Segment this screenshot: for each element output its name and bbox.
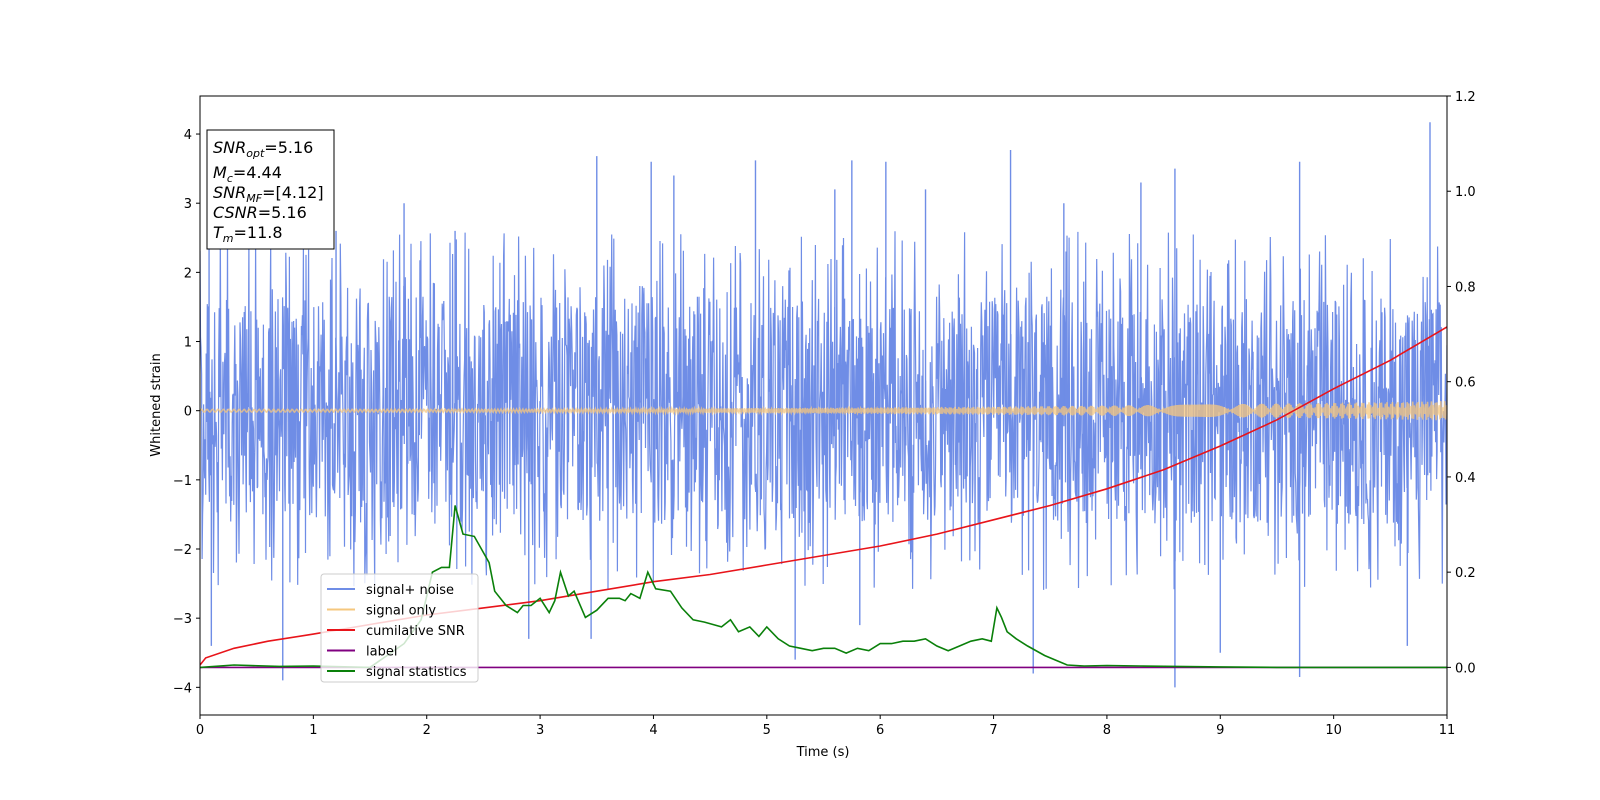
cumilative-snr-series-line (200, 326, 1447, 666)
legend-label-signal-only: signal only (366, 604, 436, 619)
y-axis-label: Whitened strain (149, 353, 164, 456)
y-tick-label-0: 0 (184, 405, 192, 420)
y2-tick-label-0.4: 0.4 (1455, 471, 1476, 486)
info-box-frame (206, 129, 335, 250)
y-tick-label--4: −4 (173, 681, 192, 696)
y-tick-label-3: 3 (184, 197, 192, 212)
x-tick-label-4: 4 (649, 723, 657, 738)
y-tick-label-4: 4 (184, 128, 192, 143)
x-tick-label-10: 10 (1325, 723, 1342, 738)
info-box-line-3: CSNR=5.16 (213, 203, 307, 222)
x-tick-label-8: 8 (1103, 723, 1111, 738)
x-tick-label-3: 3 (536, 723, 544, 738)
plot-series (200, 122, 1447, 688)
plot-frame (199, 95, 1448, 716)
x-tick-label-7: 7 (989, 723, 997, 738)
x-tick-label-0: 0 (196, 723, 204, 738)
x-tick-label-5: 5 (763, 723, 771, 738)
x-tick-label-11: 11 (1439, 723, 1456, 738)
y2-tick-label-0.6: 0.6 (1455, 376, 1476, 391)
info-box: SNRopt=5.16 Mc=4.44SNRMF=[4.12]CSNR=5.16T… (206, 129, 335, 250)
plot-area (200, 122, 1447, 688)
info-box-line-1: Mc=4.44 (213, 163, 282, 185)
y2-tick-label-0.8: 0.8 (1455, 280, 1476, 295)
legend-label-cumilative-snr: cumilative SNR (366, 624, 465, 639)
y-axis-right: 0.0 0.2 0.4 0.6 0.8 1.0 1.2 (1447, 90, 1476, 676)
x-tick-label-2: 2 (423, 723, 431, 738)
y-tick-label-1: 1 (184, 336, 192, 351)
y-tick-label--3: −3 (173, 612, 192, 627)
y-axis-left: −4 −3 −2 −1 0 1 2 3 4 (173, 128, 200, 696)
x-tick-label-6: 6 (876, 723, 884, 738)
info-box-line-4: Tm=11.8 (213, 223, 283, 245)
signal-statistics-series-line (200, 505, 1447, 669)
y2-tick-label-1: 1.0 (1455, 185, 1476, 200)
x-axis: 0 1 2 3 4 5 6 7 8 9 10 11 (196, 715, 1455, 738)
x-tick-label-9: 9 (1216, 723, 1224, 738)
info-box-line-2: SNRMF=[4.12] (213, 183, 324, 205)
legend-frame (320, 573, 479, 683)
info-box-line-0: SNRopt=5.16 (213, 138, 313, 160)
y-tick-label--2: −2 (173, 543, 192, 558)
y2-tick-label-0: 0.0 (1455, 661, 1476, 676)
legend: signal+ noise signal only cumilative SNR la… (320, 573, 479, 683)
x-axis-label: Time (s) (796, 745, 850, 760)
signal-only-series-line (200, 401, 1447, 421)
y2-tick-label-1.2: 1.2 (1455, 90, 1476, 105)
y-tick-label-2: 2 (184, 266, 192, 281)
y-tick-label--1: −1 (173, 474, 192, 489)
legend-label-signal-statistics: signal statistics (366, 665, 467, 680)
legend-label-signal-noise: signal+ noise (366, 583, 454, 598)
y2-tick-label-0.2: 0.2 (1455, 566, 1476, 581)
legend-label-label: label (366, 645, 397, 660)
x-tick-label-1: 1 (309, 723, 317, 738)
signal-noise-series-line (200, 231, 1447, 590)
